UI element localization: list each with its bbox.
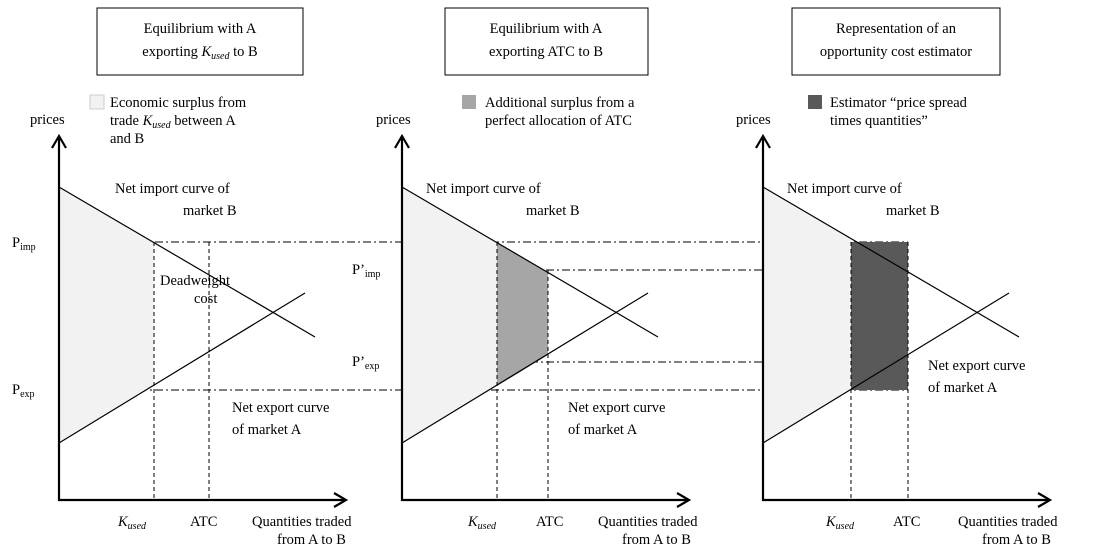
k-used-label: Kused [117, 514, 147, 532]
title-box [791, 7, 1001, 76]
legend-text: Additional surplus from a [485, 95, 635, 111]
surplus-area [59, 187, 154, 443]
curve-label: market B [183, 203, 237, 219]
price-label: P’exp [352, 354, 379, 372]
arrow [51, 133, 67, 149]
atc-label: ATC [536, 514, 563, 530]
curve-label: Net import curve of [787, 181, 902, 197]
axes [761, 137, 1049, 502]
x-axis-label: from A to B [277, 532, 346, 548]
legend-text: perfect allocation of ATC [485, 113, 632, 129]
curve-label: of market A [568, 422, 638, 438]
curve-label: market B [526, 203, 580, 219]
additional-surplus-area [497, 242, 548, 386]
atc-label: ATC [190, 514, 217, 530]
legend-text: and B [110, 131, 144, 147]
price-label: Pimp [12, 235, 36, 253]
x-axis-label: from A to B [982, 532, 1051, 548]
title: Equilibrium with A [490, 21, 603, 37]
curve-label: market B [886, 203, 940, 219]
import-curve [58, 186, 316, 338]
x-axis-label: Quantities traded [958, 514, 1058, 530]
axes [400, 137, 688, 502]
export-curve [58, 292, 306, 444]
k-used-label: Kused [825, 514, 855, 532]
import-curve [401, 186, 659, 338]
title: opportunity cost estimator [820, 44, 972, 60]
legend-swatch [89, 94, 105, 110]
legend-text: Economic surplus from [110, 95, 247, 111]
export-curve [762, 292, 1010, 444]
k-used-label: Kused [467, 514, 497, 532]
curve-label: of market A [928, 380, 998, 396]
atc-label: ATC [893, 514, 920, 530]
curve-label: Net export curve [568, 400, 665, 416]
curve-label: Net import curve of [115, 181, 230, 197]
x-axis-label: Quantities traded [598, 514, 698, 530]
title: Representation of an [836, 21, 957, 37]
arrow [394, 133, 410, 149]
title: exporting Kused to B [142, 44, 257, 62]
surplus-area [763, 187, 851, 443]
curve-label: Net export curve [232, 400, 329, 416]
title: exporting ATC to B [489, 44, 603, 60]
x-axis-label: Quantities traded [252, 514, 352, 530]
title: Equilibrium with A [144, 21, 257, 37]
price-label: P’imp [352, 262, 380, 280]
arrow [333, 492, 349, 508]
price-label: Pexp [12, 382, 35, 400]
x-axis-label: from A to B [622, 532, 691, 548]
legend-swatch [462, 95, 476, 109]
legend-text: Estimator “price spread [830, 95, 968, 111]
arrow [676, 492, 692, 508]
y-axis-label: prices [30, 112, 65, 128]
legend-swatch [808, 95, 822, 109]
import-curve [762, 186, 1020, 338]
estimator-area [851, 242, 908, 390]
curve-label: of market A [232, 422, 302, 438]
curve-label: Net export curve [928, 358, 1025, 374]
y-axis-label: prices [736, 112, 771, 128]
export-curve [401, 292, 649, 444]
arrow [755, 133, 771, 149]
legend-text: times quantities” [830, 113, 928, 129]
deadweight-label: cost [194, 291, 217, 307]
surplus-area [402, 187, 497, 443]
y-axis-label: prices [376, 112, 411, 128]
axes [57, 137, 345, 502]
arrow [1037, 492, 1053, 508]
deadweight-label: Deadweight [160, 273, 230, 289]
legend-text: trade Kused between A [110, 113, 236, 131]
curve-label: Net import curve of [426, 181, 541, 197]
title-box [96, 7, 304, 76]
title-box [444, 7, 649, 76]
